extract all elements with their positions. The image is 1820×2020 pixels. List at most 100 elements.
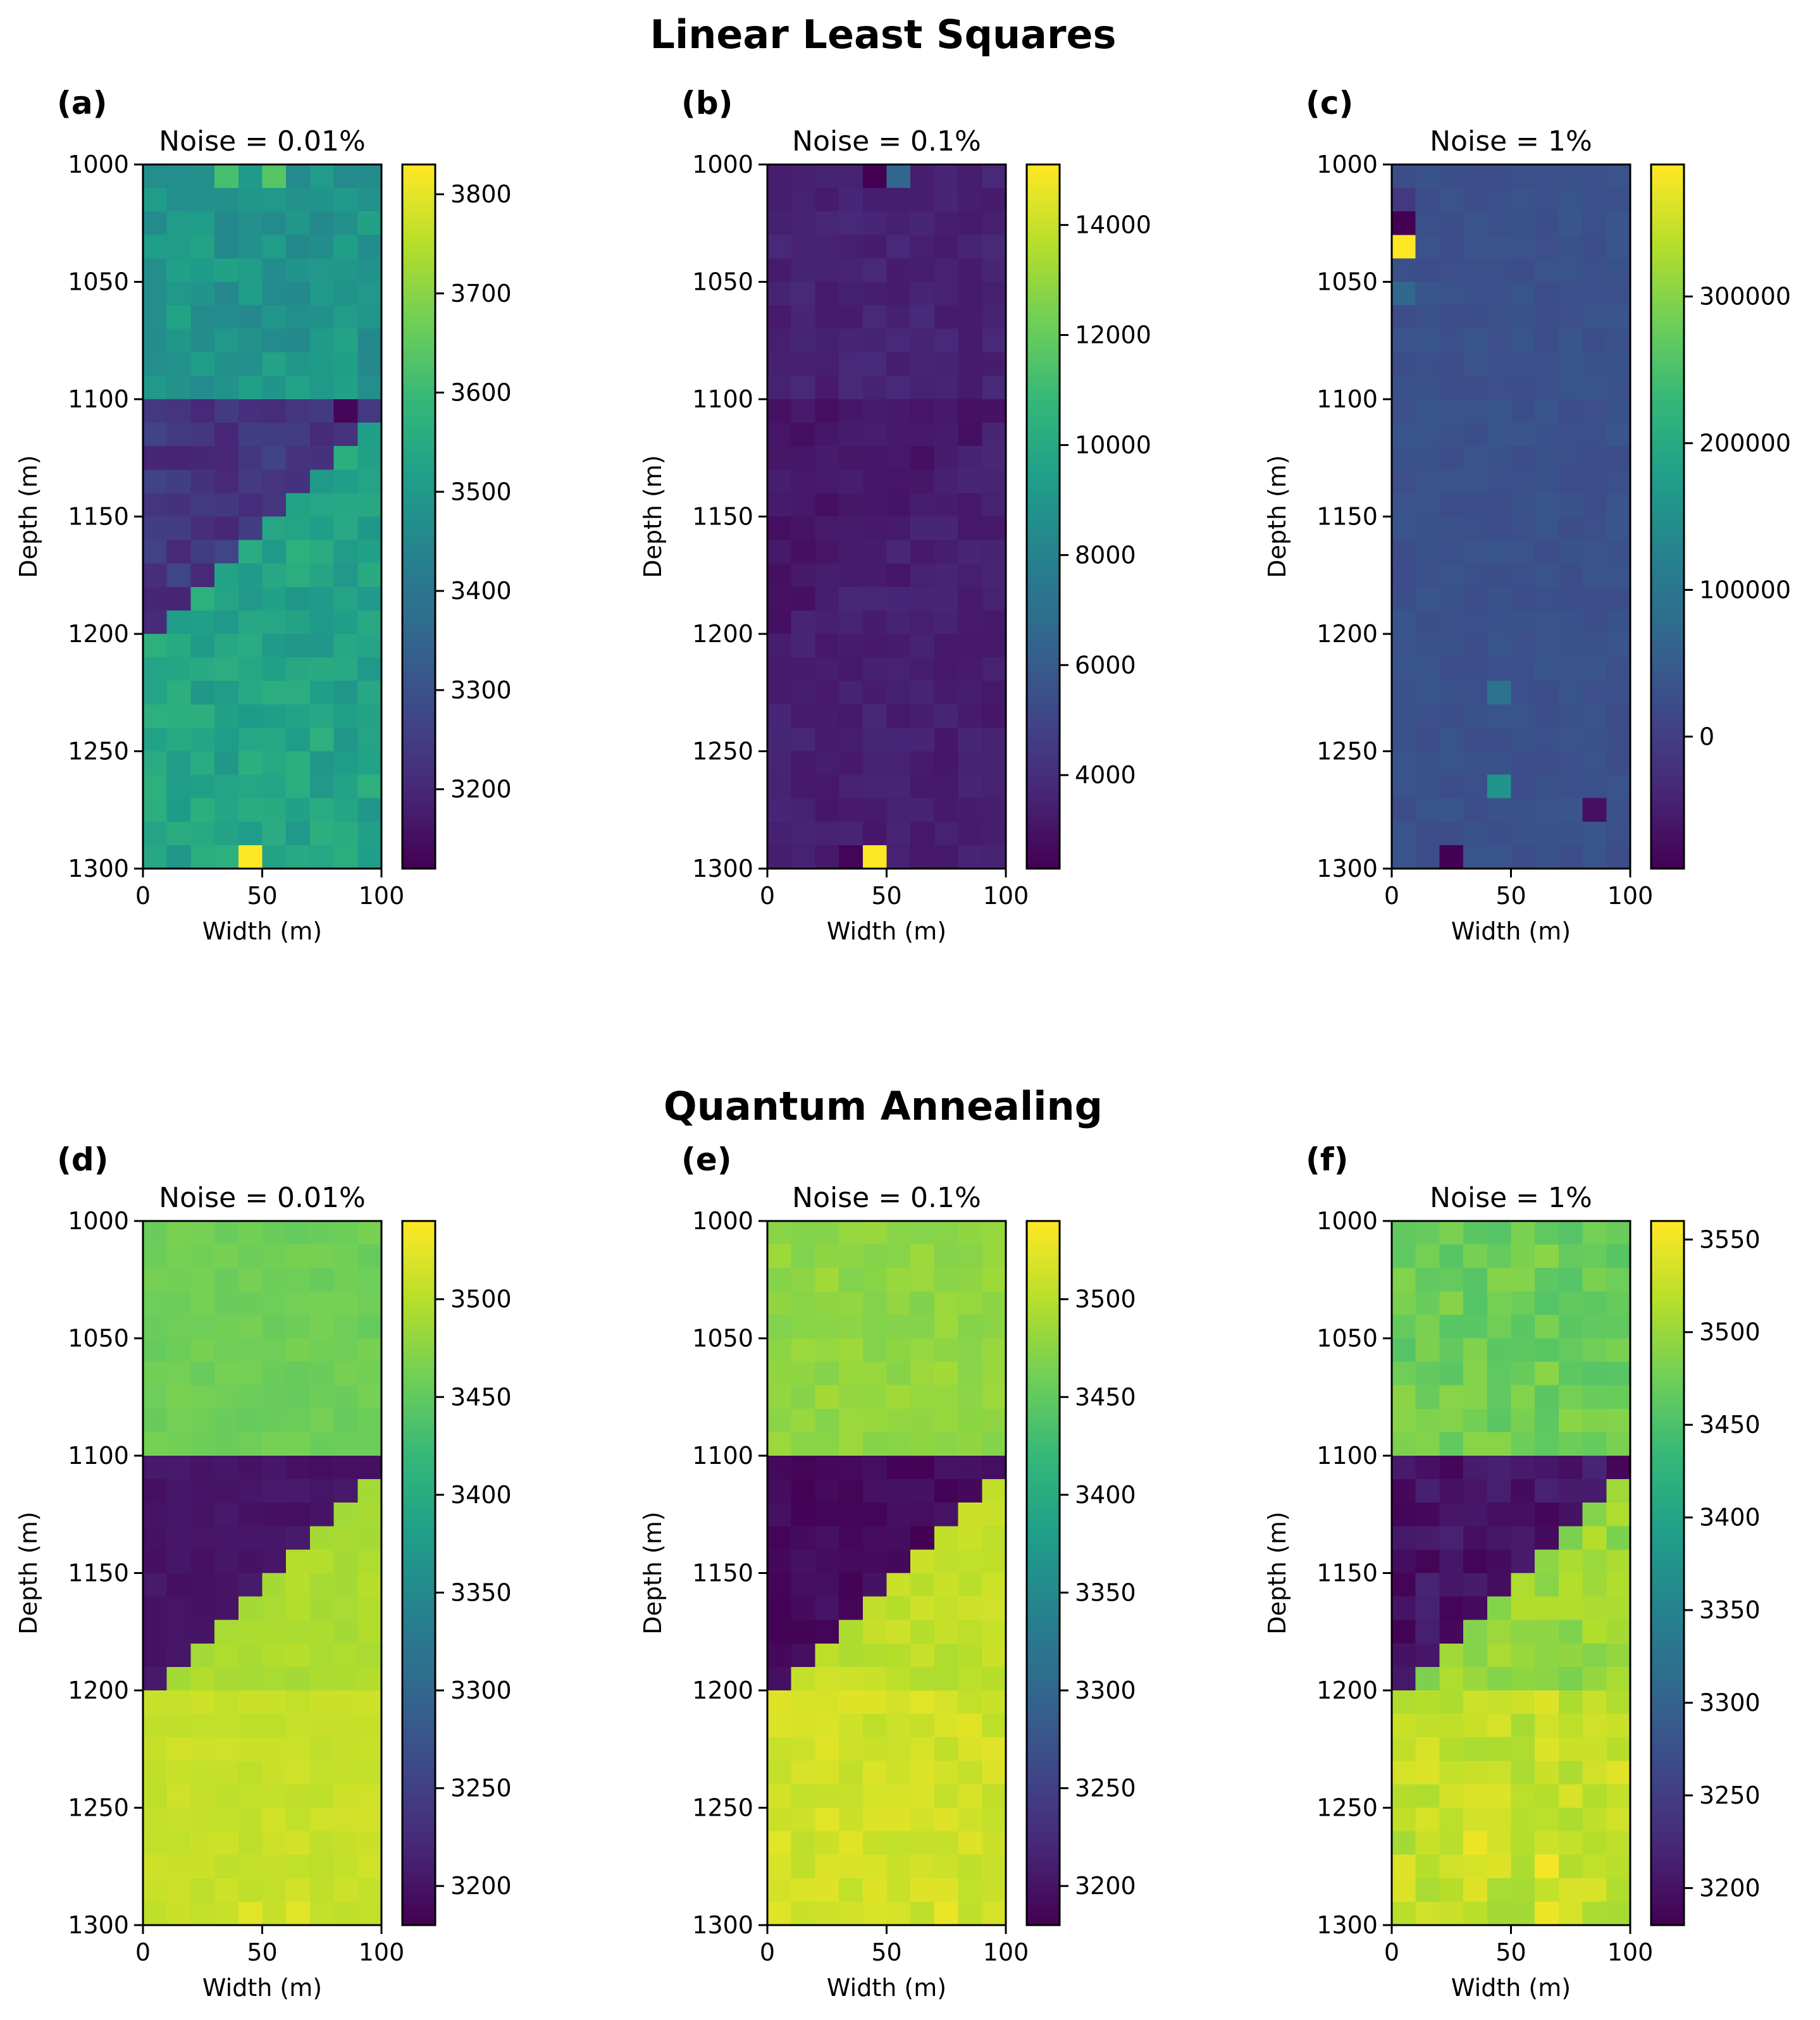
y-tick-label: 1300 xyxy=(692,855,753,883)
panel-label: (f) xyxy=(1306,1141,1348,1178)
x-tick-label: 0 xyxy=(1384,882,1399,910)
colorbar-segment xyxy=(1651,1678,1684,1685)
heatmap-cell xyxy=(958,774,982,799)
heatmap-cell xyxy=(143,305,168,330)
heatmap-cell xyxy=(862,1244,888,1268)
colorbar-segment xyxy=(1651,346,1684,353)
heatmap-cell xyxy=(982,1385,1006,1410)
heatmap-cell xyxy=(357,446,382,470)
heatmap-cell xyxy=(1558,1268,1583,1292)
heatmap-cell xyxy=(1392,375,1416,400)
heatmap-cell xyxy=(982,586,1006,611)
y-tick-label: 1150 xyxy=(68,1559,129,1587)
heatmap-cell xyxy=(862,728,888,752)
heatmap-cell xyxy=(839,563,864,588)
heatmap-cell xyxy=(309,610,335,635)
heatmap-cell xyxy=(1606,1549,1631,1574)
colorbar-segment xyxy=(1027,651,1060,658)
heatmap-cell xyxy=(934,1268,959,1292)
colorbar-tick-label: 200000 xyxy=(1699,430,1791,457)
heatmap-cell xyxy=(1535,282,1559,306)
heatmap-cell xyxy=(286,1901,311,1926)
x-tick-label: 0 xyxy=(760,1938,775,1966)
colorbar-segment xyxy=(1027,211,1060,218)
colorbar-segment xyxy=(1651,475,1684,482)
colorbar-segment xyxy=(402,252,435,259)
heatmap-cell xyxy=(1463,704,1488,728)
heatmap-cell xyxy=(1415,1666,1440,1691)
heatmap-cell xyxy=(839,446,864,470)
heatmap-cell xyxy=(190,1361,215,1386)
colorbar-segment xyxy=(1027,1907,1060,1914)
heatmap-cell xyxy=(910,352,935,376)
heatmap-cell xyxy=(1511,1761,1535,1785)
colorbar-segment xyxy=(1651,1408,1684,1415)
heatmap-cell xyxy=(1463,516,1488,541)
heatmap-cell xyxy=(1415,1901,1440,1926)
heatmap-cell xyxy=(839,798,864,822)
colorbar-segment xyxy=(402,698,435,705)
heatmap-cell xyxy=(1415,399,1440,423)
heatmap-cell xyxy=(309,328,335,353)
heatmap-cell xyxy=(767,657,792,681)
colorbar-tick-label: 12000 xyxy=(1075,321,1151,349)
heatmap-cell xyxy=(286,728,311,752)
heatmap-cell xyxy=(958,469,982,493)
colorbar-segment xyxy=(1027,1632,1060,1639)
heatmap-cell xyxy=(309,1503,335,1527)
heatmap-cell xyxy=(262,1690,287,1714)
heatmap-cell xyxy=(1415,1408,1440,1433)
heatmap-cell xyxy=(791,1573,815,1597)
heatmap-cell xyxy=(262,188,287,212)
heatmap-cell xyxy=(238,235,263,259)
colorbar-frame xyxy=(1650,163,1685,870)
heatmap-cell xyxy=(910,1456,935,1480)
colorbar-segment xyxy=(1027,1250,1060,1257)
heatmap-cell xyxy=(886,728,911,752)
heatmap-cell xyxy=(286,282,311,306)
colorbar-segment xyxy=(402,205,435,212)
heatmap-cell xyxy=(333,328,358,353)
colorbar-segment xyxy=(1027,628,1060,635)
heatmap-cell xyxy=(333,751,358,776)
heatmap-cell xyxy=(1582,305,1607,330)
heatmap-cell xyxy=(767,1315,792,1339)
heatmap-cell xyxy=(886,1315,911,1339)
heatmap-cell xyxy=(262,657,287,681)
heatmap-cell xyxy=(862,1338,888,1363)
colorbar-segment xyxy=(402,1843,435,1850)
heatmap-cell xyxy=(839,1291,864,1315)
colorbar-segment xyxy=(1651,258,1684,265)
colorbar-segment xyxy=(402,528,435,535)
heatmap-cell xyxy=(1487,1643,1512,1668)
heatmap-cell xyxy=(791,634,815,658)
heatmap-cell xyxy=(1487,399,1512,423)
heatmap-cell xyxy=(934,1854,959,1879)
heatmap-cell xyxy=(958,423,982,447)
heatmap-cell xyxy=(886,610,911,635)
colorbar-segment xyxy=(402,1620,435,1627)
colorbar-segment xyxy=(1651,1238,1684,1245)
heatmap-cell xyxy=(1463,1408,1488,1433)
heatmap-cell xyxy=(262,235,287,259)
heatmap-cell xyxy=(190,1643,215,1668)
heatmap-cell xyxy=(839,845,864,869)
heatmap-cell xyxy=(1487,586,1512,611)
heatmap-cell xyxy=(934,1714,959,1738)
colorbar-segment xyxy=(1651,1585,1684,1592)
colorbar-segment xyxy=(1027,1725,1060,1732)
heatmap-cell xyxy=(767,610,792,635)
heatmap-cell xyxy=(791,845,815,869)
heatmap-cell xyxy=(1582,728,1607,752)
heatmap-cell xyxy=(791,1479,815,1503)
colorbar-segment xyxy=(402,199,435,206)
heatmap-cell xyxy=(214,1315,239,1339)
colorbar-segment xyxy=(1027,1432,1060,1439)
colorbar-segment xyxy=(402,657,435,664)
heatmap-cell xyxy=(767,821,792,846)
heatmap-cell xyxy=(982,352,1006,376)
heatmap-cell xyxy=(166,446,191,470)
heatmap-cell xyxy=(1463,1901,1488,1926)
heatmap-cell xyxy=(934,258,959,283)
colorbar-segment xyxy=(1651,815,1684,822)
